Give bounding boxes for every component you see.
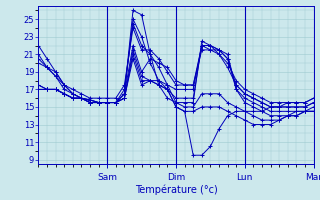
X-axis label: Température (°c): Température (°c) [135,185,217,195]
